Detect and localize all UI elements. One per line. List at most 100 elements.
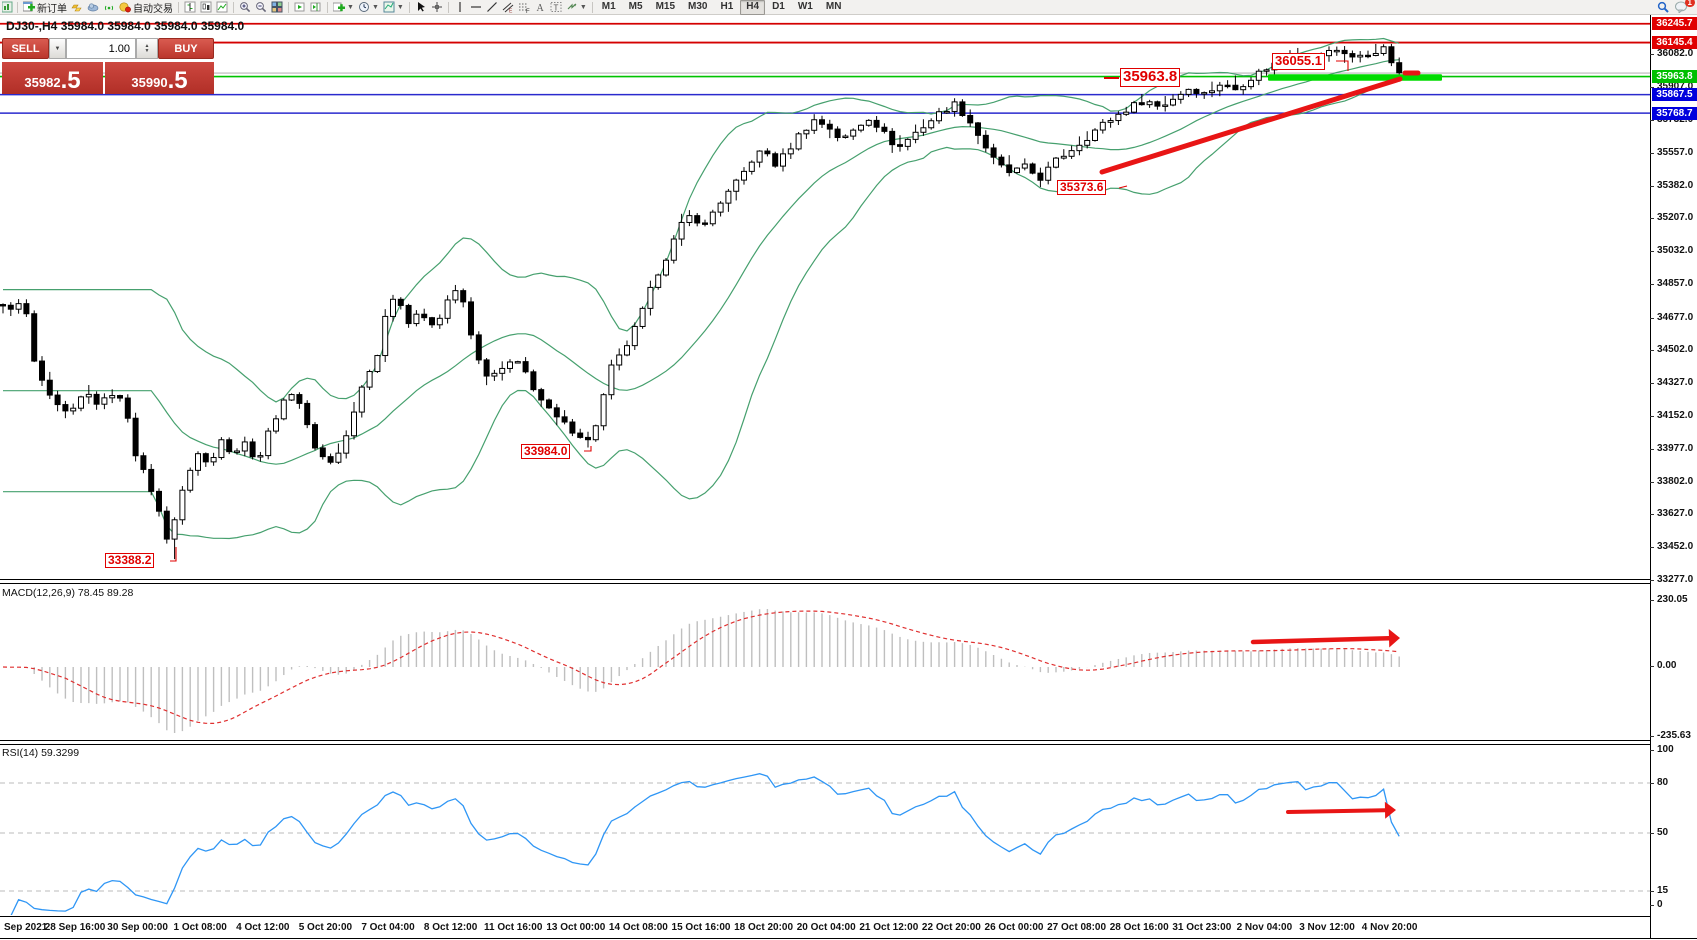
time-label[interactable]: 13 Oct 00:00 [546, 922, 606, 933]
tf-M5[interactable]: M5 [628, 0, 643, 12]
sell-price-display[interactable]: 35982.5 [2, 62, 103, 94]
periods-button[interactable]: ▼ [356, 1, 381, 14]
zoom-in-button[interactable] [237, 1, 253, 14]
time-label[interactable]: 4 Nov 20:00 [1361, 922, 1418, 933]
time-label[interactable]: 8 Oct 12:00 [423, 922, 478, 933]
macd-tick-label: 0.00 [1657, 660, 1677, 671]
price-tick-label: 36082.0 [1657, 48, 1694, 60]
time-label[interactable]: 4 Oct 12:00 [236, 922, 290, 933]
time-label[interactable]: 11 Oct 16:00 [484, 922, 543, 933]
market-watch-button[interactable] [69, 1, 85, 14]
time-label[interactable]: 26 Oct 00:00 [984, 922, 1044, 933]
tf-M1[interactable]: M1 [601, 0, 616, 12]
new-order-label: 新订单 [37, 3, 67, 15]
time-label[interactable]: 3 Nov 12:00 [1299, 922, 1355, 933]
price-annotation-33388.2[interactable]: 33388.2 [105, 553, 155, 569]
tile-windows-button[interactable] [269, 1, 285, 14]
price-tick-label: 35207.0 [1657, 212, 1694, 224]
time-label[interactable]: 31 Oct 23:00 [1172, 922, 1232, 933]
price-tick-mark [1650, 120, 1654, 121]
chart-bars-button[interactable] [182, 1, 198, 14]
channel-button[interactable]: E [500, 1, 516, 14]
fibonacci-button[interactable]: F [516, 1, 532, 14]
trade-panel-controls: SELL ▼ ▲▼ BUY [2, 38, 214, 59]
time-label[interactable]: 28 Oct 16:00 [1109, 922, 1169, 933]
chat-icon[interactable]: 1 [1675, 0, 1695, 14]
auto-scroll-button[interactable] [292, 1, 308, 14]
arrows-button[interactable]: ▼ [564, 1, 589, 14]
chart-line-button[interactable] [214, 1, 230, 14]
volume-input[interactable] [66, 38, 136, 59]
time-label[interactable]: 2 Nov 04:00 [1236, 922, 1293, 933]
chevron-down-icon: ▼ [371, 3, 379, 11]
toolbar-separator [288, 1, 289, 13]
template-button[interactable]: ▼ [381, 1, 406, 14]
tf-M30[interactable]: M30 [688, 0, 708, 12]
navigator-button[interactable] [101, 1, 117, 14]
price-tick-mark [1650, 317, 1654, 319]
horizontal-line-button[interactable] [468, 1, 484, 14]
pane-separator-macd-rsi[interactable] [0, 740, 1650, 741]
search-icon[interactable] [1657, 1, 1669, 13]
time-label[interactable]: 5 Oct 20:00 [298, 922, 353, 933]
price-annotation-36055.1[interactable]: 36055.1 [1272, 53, 1325, 70]
time-label[interactable]: 14 Oct 08:00 [608, 922, 668, 933]
price-annotation-33984.0[interactable]: 33984.0 [521, 444, 571, 460]
macd-tick-mark [1650, 736, 1654, 737]
pane-separator-main-macd[interactable] [0, 579, 1650, 580]
time-label[interactable]: 20 Oct 04:00 [796, 922, 856, 933]
tf-D1[interactable]: D1 [772, 0, 785, 12]
chevron-down-icon: ▼ [579, 3, 587, 11]
zoom-out-button[interactable] [253, 1, 269, 14]
price-tick-label: 33977.0 [1657, 442, 1694, 454]
time-label[interactable]: 28 Sep 16:00 [44, 922, 106, 933]
price-tick-label: 33627.0 [1657, 508, 1694, 520]
add-indicator-button[interactable]: ▼ [331, 1, 356, 14]
macd-tick-mark [1650, 600, 1654, 601]
time-label[interactable]: 22 Oct 20:00 [921, 922, 981, 933]
tf-H1[interactable]: H1 [720, 0, 734, 12]
time-label[interactable]: 1 Oct 08:00 [173, 922, 227, 933]
crosshair-button[interactable] [429, 1, 445, 14]
trendline-button[interactable] [484, 1, 500, 14]
chevron-down-icon: ▼ [396, 3, 404, 11]
tf-MN[interactable]: MN [825, 0, 842, 12]
tf-H4[interactable]: H4 [740, 0, 766, 15]
time-label[interactable]: 21 Oct 12:00 [859, 922, 919, 933]
volume-dropdown-button[interactable]: ▼ [49, 38, 66, 59]
price-tick-label: 35382.0 [1657, 179, 1694, 191]
time-label[interactable]: 7 Oct 04:00 [361, 922, 415, 933]
vertical-line-button[interactable] [452, 1, 468, 14]
price-tick-mark [1650, 448, 1654, 450]
chart-candles-button[interactable] [198, 1, 214, 14]
data-window-button[interactable] [85, 1, 101, 14]
price-annotation-35373.6[interactable]: 35373.6 [1057, 180, 1107, 196]
text-label-button[interactable]: T [548, 1, 564, 14]
svg-text:E: E [509, 9, 513, 14]
price-annotation-35963.8[interactable]: 35963.8 [1120, 68, 1181, 87]
label-icon: T [550, 1, 562, 13]
cursor-button[interactable] [413, 1, 429, 14]
time-label[interactable]: 27 Oct 08:00 [1047, 922, 1107, 933]
price-tick-mark [1650, 87, 1654, 89]
buy-button[interactable]: BUY [158, 38, 214, 59]
volume-stepper[interactable]: ▲ ▼ [136, 38, 158, 59]
template-chart-icon [383, 1, 395, 13]
auto-trading-button[interactable]: 自动交易 [117, 1, 175, 15]
time-label[interactable]: Sep 2021 [4, 922, 48, 933]
price-tick-label: 34502.0 [1657, 344, 1694, 356]
stepper-down-icon: ▼ [144, 47, 150, 54]
price-axis-line[interactable] [1650, 15, 1651, 938]
sell-button[interactable]: SELL [2, 38, 49, 59]
new-order-button[interactable]: 新订单 [21, 1, 69, 15]
chart-shift-button[interactable] [308, 1, 324, 14]
chart-window-icon[interactable] [2, 1, 14, 13]
tf-M15[interactable]: M15 [655, 0, 676, 12]
tf-W1[interactable]: W1 [797, 0, 813, 12]
buy-price-display[interactable]: 35990.5 [105, 62, 214, 94]
text-button[interactable]: A [532, 1, 548, 14]
time-label[interactable]: 18 Oct 20:00 [734, 922, 794, 933]
time-label[interactable]: 30 Sep 00:00 [107, 922, 168, 933]
time-label[interactable]: 15 Oct 16:00 [671, 922, 731, 933]
